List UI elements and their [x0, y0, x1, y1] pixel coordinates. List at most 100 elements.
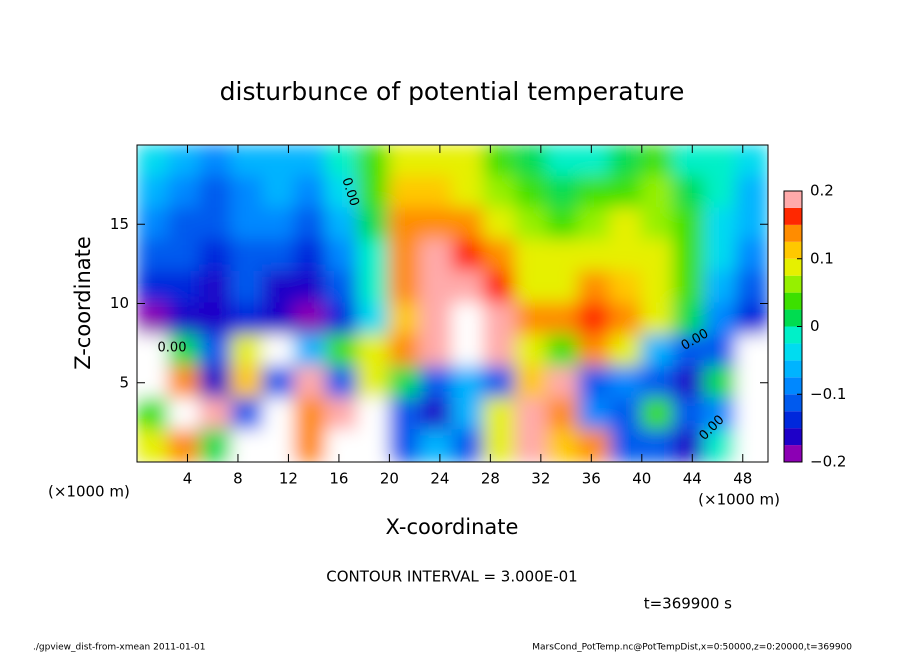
field-cell [735, 302, 768, 337]
field-cell [419, 365, 454, 400]
field-cell [325, 207, 359, 242]
field-cell [514, 239, 549, 273]
field-cell [703, 239, 738, 273]
field-cell [609, 175, 643, 210]
field-cell [609, 145, 643, 178]
field-cell [419, 175, 454, 210]
field-cell [483, 302, 517, 337]
x-tick-label: 48 [733, 470, 752, 488]
colorbar-tick-label: 0.2 [810, 182, 834, 200]
x-tick-label: 20 [380, 470, 399, 488]
x-tick-label: 36 [582, 470, 601, 488]
field-cell [609, 429, 643, 462]
field-cell [546, 207, 580, 242]
field-cell [451, 207, 486, 242]
field-cell [640, 397, 675, 432]
field-cell [672, 365, 706, 400]
field-cell [672, 429, 706, 462]
field-cell [672, 334, 706, 368]
field-cell [262, 302, 296, 337]
x-tick-label: 8 [233, 470, 243, 488]
field-cell [483, 145, 517, 178]
field-cell [199, 397, 233, 432]
field-cell [167, 239, 202, 273]
field-cell [546, 429, 580, 462]
field-cell [325, 175, 359, 210]
field-cell [577, 239, 612, 273]
field-cell [262, 365, 296, 400]
field-cell [293, 207, 328, 242]
x-tick-label: 32 [531, 470, 550, 488]
field-cell [137, 429, 170, 462]
field-cell [262, 270, 296, 305]
field-cell [703, 302, 738, 337]
field-cell [262, 239, 296, 273]
field-cell [293, 429, 328, 462]
colorbar-band [784, 207, 802, 225]
field-cell [262, 334, 296, 368]
field-cell [640, 175, 675, 210]
colorbar-band [784, 428, 802, 446]
field-cell [451, 239, 486, 273]
field-cell [199, 207, 233, 242]
colorbar-band [784, 343, 802, 361]
field-cell [483, 429, 517, 462]
field-cell [577, 302, 612, 337]
field-cell [483, 207, 517, 242]
field-cell [577, 175, 612, 210]
field-cell [577, 365, 612, 400]
field-cell [577, 207, 612, 242]
field-cell [230, 365, 265, 400]
colorbar-band [784, 241, 802, 259]
y-axis-label: Z-coordinate [71, 236, 95, 370]
field-cell [388, 270, 422, 305]
field-cell [293, 397, 328, 432]
y-tick-label: 10 [110, 294, 129, 312]
field-cell [419, 397, 454, 432]
x-tick-label: 12 [279, 470, 298, 488]
field-cell [735, 429, 768, 462]
field-cell [577, 270, 612, 305]
contour-interval: CONTOUR INTERVAL = 3.000E-01 [326, 568, 577, 586]
field-cell [230, 429, 265, 462]
field-cell [451, 270, 486, 305]
field-cell [262, 207, 296, 242]
field-cell [514, 270, 549, 305]
field-cell [356, 207, 391, 242]
time-label: t=369900 s [644, 595, 732, 613]
field-cell [640, 239, 675, 273]
field-cell [514, 334, 549, 368]
colorbar-band [784, 326, 802, 344]
field-cell [735, 334, 768, 368]
field-cell [356, 270, 391, 305]
field-cell [640, 365, 675, 400]
field-cell [388, 302, 422, 337]
field-cell [514, 429, 549, 462]
field-cell [262, 429, 296, 462]
field-cell [137, 270, 170, 305]
field-cell [483, 270, 517, 305]
colorbar-band [784, 360, 802, 378]
colorbar-tick-label: −0.1 [810, 385, 846, 403]
field-cell [325, 239, 359, 273]
field-cell [577, 429, 612, 462]
field-cell [199, 302, 233, 337]
field-cell [262, 175, 296, 210]
field-cell [640, 429, 675, 462]
x-tick-label: 44 [683, 470, 702, 488]
field-cell [609, 334, 643, 368]
field-cell [703, 270, 738, 305]
field-cell [577, 145, 612, 178]
field-cell [325, 302, 359, 337]
field-cell [672, 239, 706, 273]
colorbar-band [784, 224, 802, 242]
field-cell [325, 397, 359, 432]
field-cell [230, 397, 265, 432]
field-cell [293, 145, 328, 178]
field-cell [609, 397, 643, 432]
field-cell [293, 239, 328, 273]
field-cell [483, 365, 517, 400]
field-cell [293, 302, 328, 337]
y-tick-label: 15 [110, 215, 129, 233]
field-cell [451, 334, 486, 368]
